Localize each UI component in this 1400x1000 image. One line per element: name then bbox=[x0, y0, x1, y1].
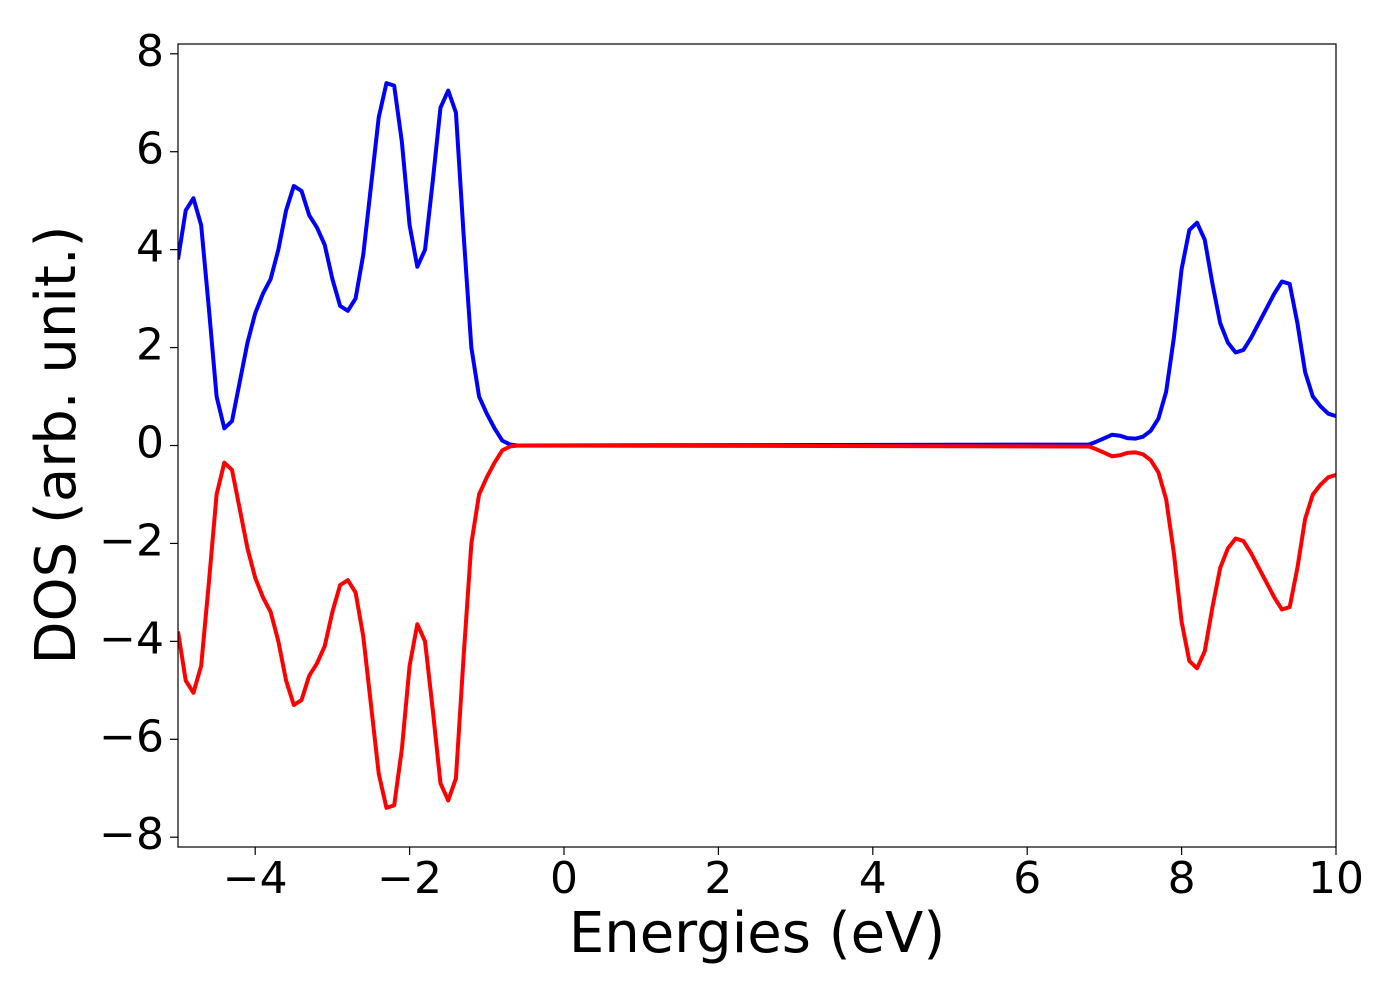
y-tick-label: −8 bbox=[99, 809, 164, 860]
x-tick-label: 2 bbox=[704, 853, 732, 904]
y-tick-label: −2 bbox=[99, 515, 164, 566]
x-tick-label: 0 bbox=[550, 853, 578, 904]
y-tick-label: −6 bbox=[99, 711, 164, 762]
y-tick-label: −4 bbox=[99, 613, 164, 664]
x-tick-label: 6 bbox=[1013, 853, 1041, 904]
y-tick-label: 0 bbox=[136, 418, 164, 469]
line-series bbox=[178, 443, 1336, 810]
line-series bbox=[178, 81, 1336, 448]
y-axis-label: DOS (arb. unit.) bbox=[24, 225, 89, 664]
x-tick-label: 10 bbox=[1308, 853, 1364, 904]
y-tick-label: 6 bbox=[136, 124, 164, 175]
x-tick-label: −4 bbox=[223, 853, 288, 904]
y-tick-label: 4 bbox=[136, 222, 164, 273]
x-axis-label: Energies (eV) bbox=[569, 901, 945, 966]
y-tick-label: 8 bbox=[136, 26, 164, 77]
x-tick-label: 8 bbox=[1168, 853, 1196, 904]
x-tick-label: −2 bbox=[377, 853, 442, 904]
y-tick-label: 2 bbox=[136, 320, 164, 371]
x-tick-label: 4 bbox=[859, 853, 887, 904]
